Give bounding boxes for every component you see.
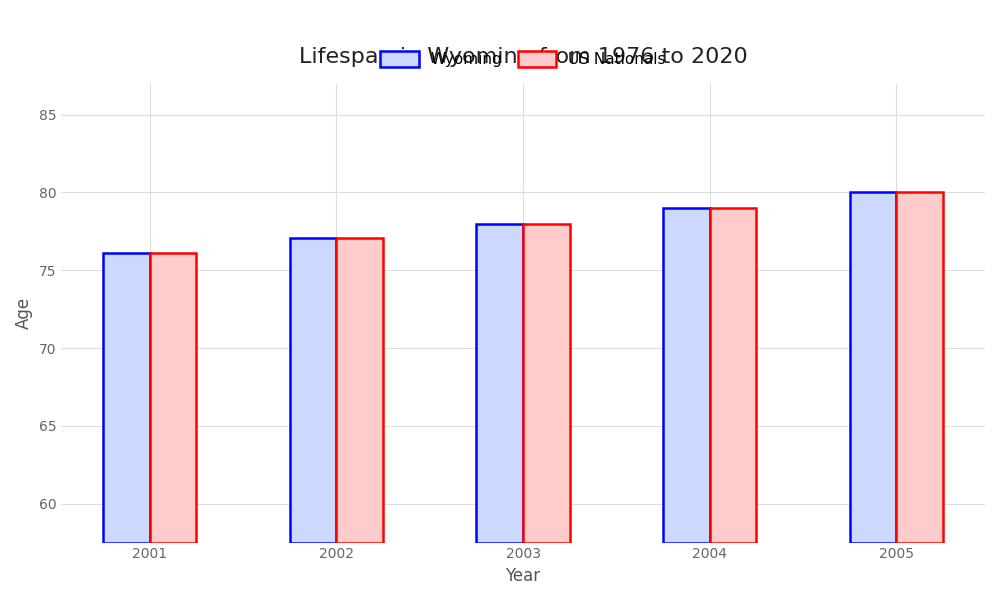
Bar [523,224,570,542]
Legend: Wyoming, US Nationals: Wyoming, US Nationals [374,45,672,74]
X-axis label: Year: Year [505,567,541,585]
Bar [896,193,943,542]
Bar [663,208,710,542]
Bar [336,238,383,542]
Title: Lifespan in Wyoming from 1976 to 2020: Lifespan in Wyoming from 1976 to 2020 [299,47,747,67]
Bar [710,208,756,542]
Bar [290,238,336,542]
Bar [103,253,150,542]
Bar [476,224,523,542]
Y-axis label: Age: Age [15,297,33,329]
Bar [150,253,196,542]
Bar [850,193,896,542]
